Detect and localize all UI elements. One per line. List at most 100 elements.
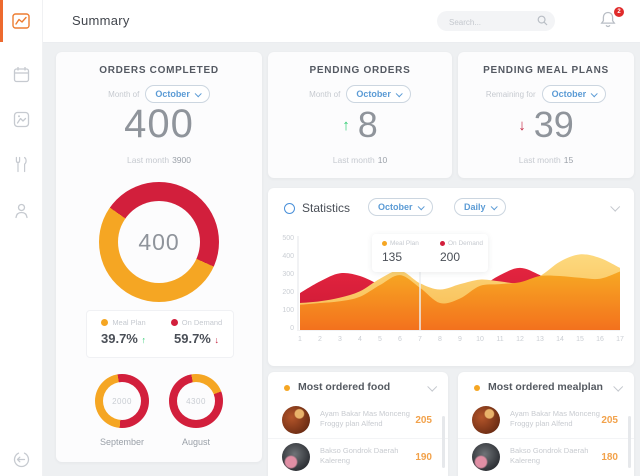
topbar: Summary 2 (0, 0, 640, 43)
on-demand-label: On Demand (181, 318, 223, 327)
chevron-down-icon (417, 202, 425, 210)
on-demand-dot-icon (440, 241, 445, 246)
history-donut-september: 2000 September (87, 374, 157, 447)
sidebar-item-calendar[interactable] (0, 56, 42, 92)
collapse-chevron-icon[interactable] (610, 201, 621, 212)
orders-month-filter-row: Month of October (56, 85, 262, 103)
statistics-period-dropdown[interactable]: Daily (454, 198, 506, 216)
trend-up-icon: ↑ (141, 335, 147, 345)
orders-completed-value: 400 (124, 102, 194, 146)
x-tick-label: 15 (576, 336, 584, 343)
chevron-down-icon (395, 89, 403, 97)
sidebar-item-gallery[interactable] (0, 101, 42, 137)
most-ordered-mealplan-card: Most ordered mealplan Ayam Bakar Mas Mon… (458, 372, 634, 476)
orders-month-dropdown[interactable]: October (145, 85, 210, 103)
tooltip-on-demand-label: On Demand (448, 240, 484, 247)
sidebar-item-food[interactable] (0, 146, 42, 182)
tooltip-on-demand-value: 200 (440, 250, 461, 264)
orders-completed-title: ORDERS COMPLETED (99, 65, 219, 76)
y-tick-label: 300 (282, 271, 294, 278)
x-tick-label: 4 (358, 336, 362, 343)
orders-last-month: Last month 3900 (56, 155, 262, 165)
september-label: September (99, 437, 145, 447)
statistics-period-value: Daily (464, 202, 486, 212)
orders-completed-card: ORDERS COMPLETED Month of October 400 La… (56, 52, 262, 462)
most-ordered-mealplan-title: Most ordered mealplan (488, 381, 603, 393)
pending-meal-plans-month-value: October (551, 89, 587, 99)
chevron-down-icon[interactable] (427, 381, 438, 392)
search-input[interactable] (447, 11, 537, 33)
notifications-button[interactable]: 2 (598, 7, 624, 33)
chevron-down-icon (194, 89, 202, 97)
most-ordered-food-title: Most ordered food (298, 381, 391, 393)
statistics-month-dropdown[interactable]: October (368, 198, 433, 216)
august-donut-value: 4300 (177, 382, 215, 420)
sidebar (0, 0, 43, 476)
orange-dot-icon (284, 385, 290, 391)
x-tick-label: 1 (298, 336, 302, 343)
y-tick-label: 400 (282, 253, 294, 260)
sidebar-item-dashboard[interactable] (0, 0, 42, 42)
meal-plan-label: Meal Plan (112, 318, 146, 327)
sidebar-item-logout[interactable] (0, 441, 42, 476)
filter-label: Month of (309, 89, 341, 99)
y-axis-line (297, 236, 299, 331)
notification-badge: 2 (614, 7, 624, 17)
pending-meal-plans-title: PENDING MEAL PLANS (483, 65, 609, 76)
dashboard-icon (12, 13, 30, 29)
orders-month-value: October (155, 89, 190, 99)
item-order-count: 205 (415, 415, 432, 426)
chevron-down-icon (490, 202, 498, 210)
donut-legend: Meal Plan 39.7% ↑ On Demand 59.7% ↓ (86, 310, 234, 358)
x-tick-label: 17 (616, 336, 624, 343)
x-tick-label: 11 (496, 336, 504, 343)
x-tick-label: 16 (596, 336, 604, 343)
item-order-count: 180 (601, 452, 618, 463)
meal-plan-dot-icon (101, 319, 109, 326)
scrollbar-thumb[interactable] (442, 416, 445, 468)
tooltip-on-demand: On Demand 200 (430, 234, 488, 272)
statistics-area-chart[interactable] (300, 238, 622, 332)
sidebar-item-users[interactable] (0, 192, 42, 228)
trend-down-icon: ↓ (214, 335, 220, 345)
area-series-meal-plan (300, 271, 620, 330)
food-list: Ayam Bakar Mas Monceng Froggy plan Alfen… (268, 402, 448, 475)
list-item[interactable]: Ayam Bakar Mas Monceng Froggy plan Alfen… (268, 402, 448, 438)
gallery-icon (13, 111, 29, 127)
history-donut-august: 4300 August (161, 374, 231, 447)
cutlery-icon (15, 156, 27, 172)
tooltip-meal-plan: Meal Plan 135 (372, 234, 430, 272)
legend-on-demand: On Demand 59.7% ↓ (160, 311, 233, 357)
y-tick-label: 0 (290, 325, 294, 332)
food-photo-avatar (472, 443, 500, 471)
filter-label: Remaining for (485, 89, 536, 99)
y-tick-label: 100 (282, 307, 294, 314)
chevron-down-icon[interactable] (613, 381, 624, 392)
list-item[interactable]: Ayam Bakar Mas Monceng Froggy plan Alfen… (458, 402, 634, 438)
x-tick-label: 14 (556, 336, 564, 343)
x-tick-label: 10 (476, 336, 484, 343)
orange-dot-icon (474, 385, 480, 391)
item-name: Ayam Bakar Mas Monceng (510, 409, 600, 418)
meal-plan-dot-icon (382, 241, 387, 246)
pending-meal-plans-last-month: Last month 15 (518, 155, 574, 165)
september-donut-chart: 2000 (95, 374, 149, 428)
food-photo-avatar (472, 406, 500, 434)
x-tick-label: 13 (536, 336, 544, 343)
pending-meal-plans-month-dropdown[interactable]: October (541, 85, 607, 103)
scrollbar-thumb[interactable] (628, 416, 631, 468)
x-tick-label: 2 (318, 336, 322, 343)
logout-icon (13, 452, 29, 467)
trend-up-icon: ↑ (342, 116, 350, 134)
list-item[interactable]: Bakso Gondrok Daerah Kalereng 190 (268, 438, 448, 475)
statistics-title: Statistics (302, 201, 351, 215)
x-tick-label: 12 (516, 336, 524, 343)
item-order-count: 205 (601, 415, 618, 426)
list-item[interactable]: Bakso Gondrok Daerah Kalereng 180 (458, 438, 634, 475)
item-desc: Kalereng (510, 456, 541, 465)
pending-orders-month-dropdown[interactable]: October (346, 85, 411, 103)
item-desc: Kalereng (320, 456, 351, 465)
search-icon[interactable] (537, 15, 548, 26)
food-photo-avatar (282, 443, 310, 471)
